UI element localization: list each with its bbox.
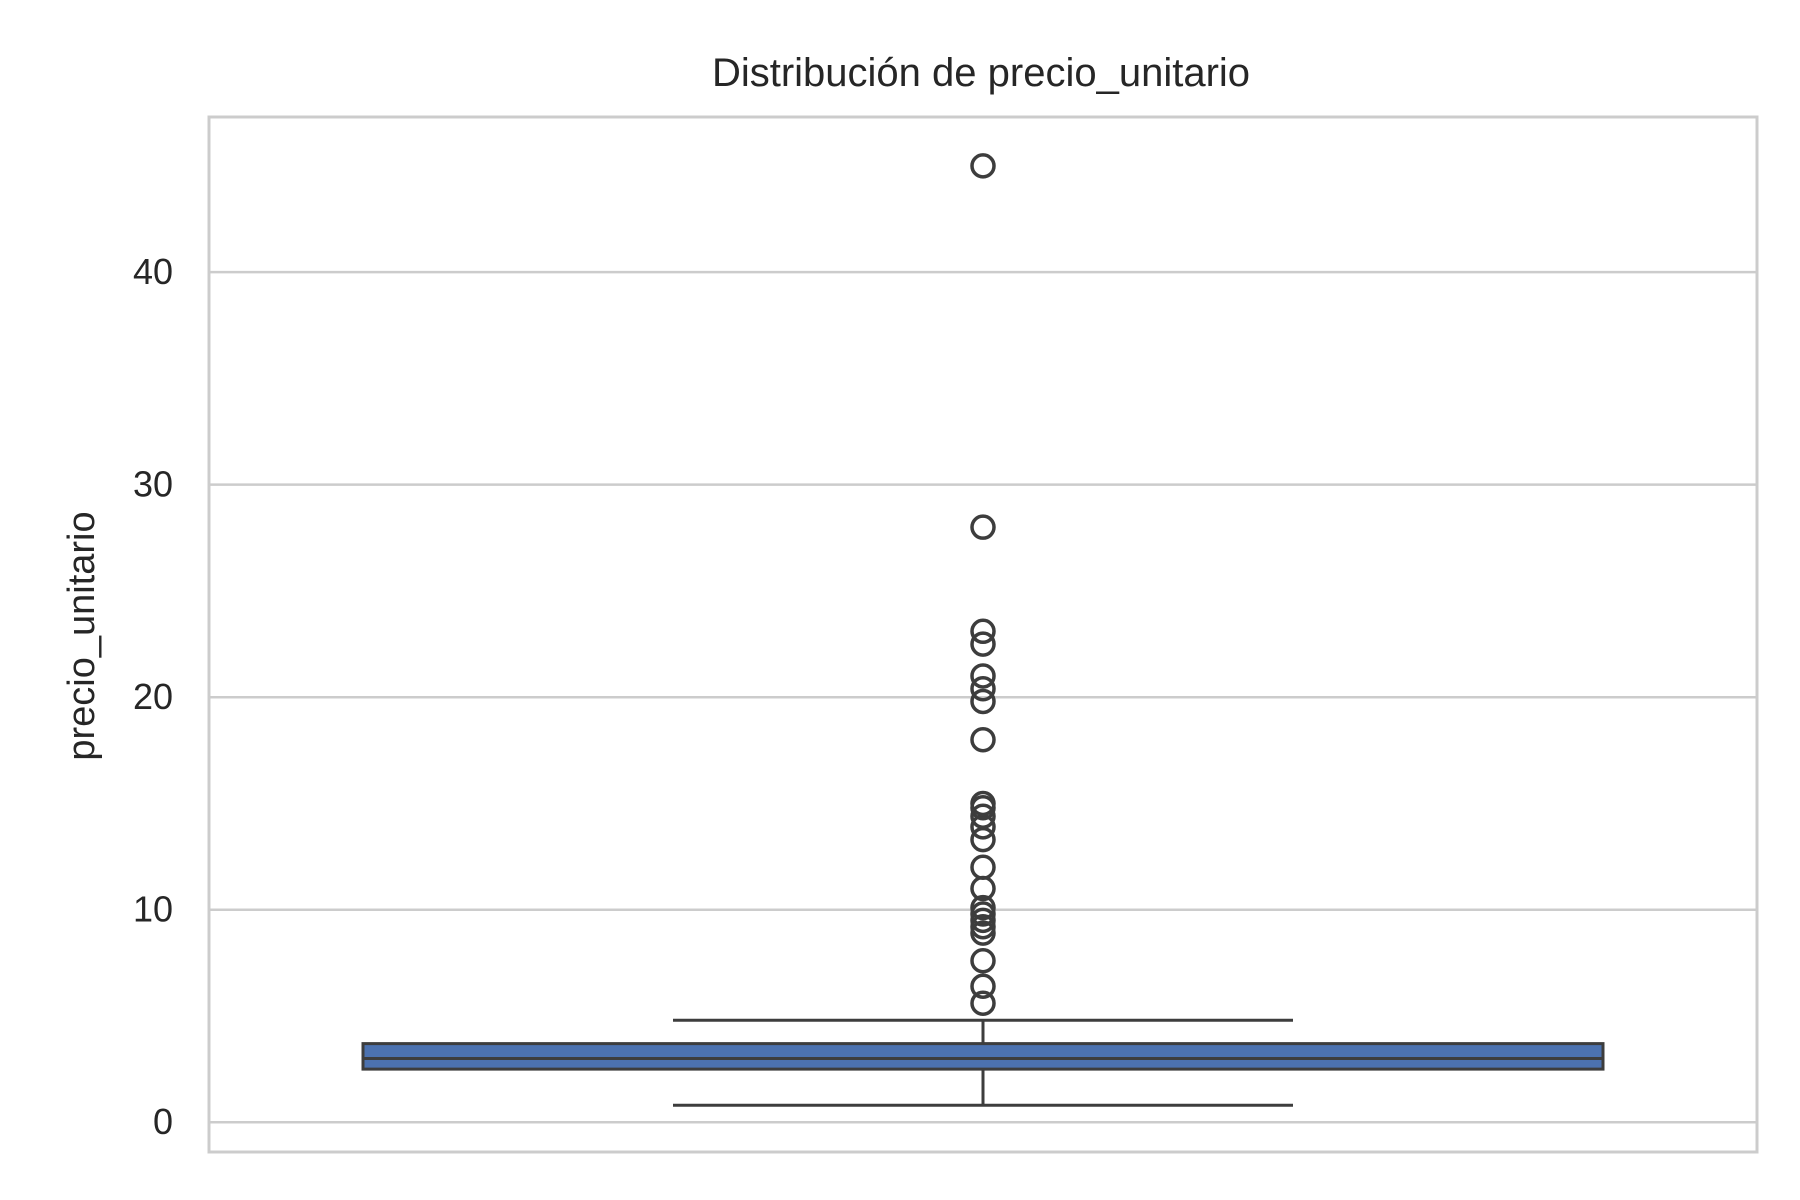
y-tick-label: 10 — [133, 889, 173, 930]
outlier-point — [970, 826, 996, 853]
outlier-point — [970, 726, 996, 753]
y-axis-label: precio_unitario — [61, 511, 103, 760]
y-tick-label: 0 — [153, 1101, 173, 1142]
outlier-point — [970, 514, 996, 540]
outlier-point — [970, 688, 996, 715]
chart-title: Distribución de precio_unitario — [712, 51, 1250, 95]
outlier-point — [970, 675, 996, 702]
outlier-point — [970, 790, 996, 817]
y-tick-labels: 0 10 20 30 40 — [133, 251, 173, 1142]
iqr-box — [361, 1042, 1605, 1071]
outlier-point — [970, 153, 996, 179]
outlier-points — [970, 153, 996, 1016]
outlier-point — [970, 990, 996, 1016]
outlier-point — [970, 663, 996, 689]
y-tick-label: 20 — [133, 676, 173, 717]
outlier-point — [970, 973, 996, 999]
outlier-point — [970, 894, 996, 921]
outlier-point — [970, 854, 996, 880]
box-layer — [361, 1018, 1605, 1107]
plot-frame — [207, 115, 1759, 1154]
y-tick-label: 30 — [133, 464, 173, 505]
outlier-point — [970, 803, 996, 829]
outlier-point — [970, 631, 996, 657]
outlier-point — [970, 618, 996, 645]
grid-lines — [209, 270, 1757, 1124]
outlier-point — [970, 947, 996, 974]
y-tick-label: 40 — [133, 251, 173, 292]
